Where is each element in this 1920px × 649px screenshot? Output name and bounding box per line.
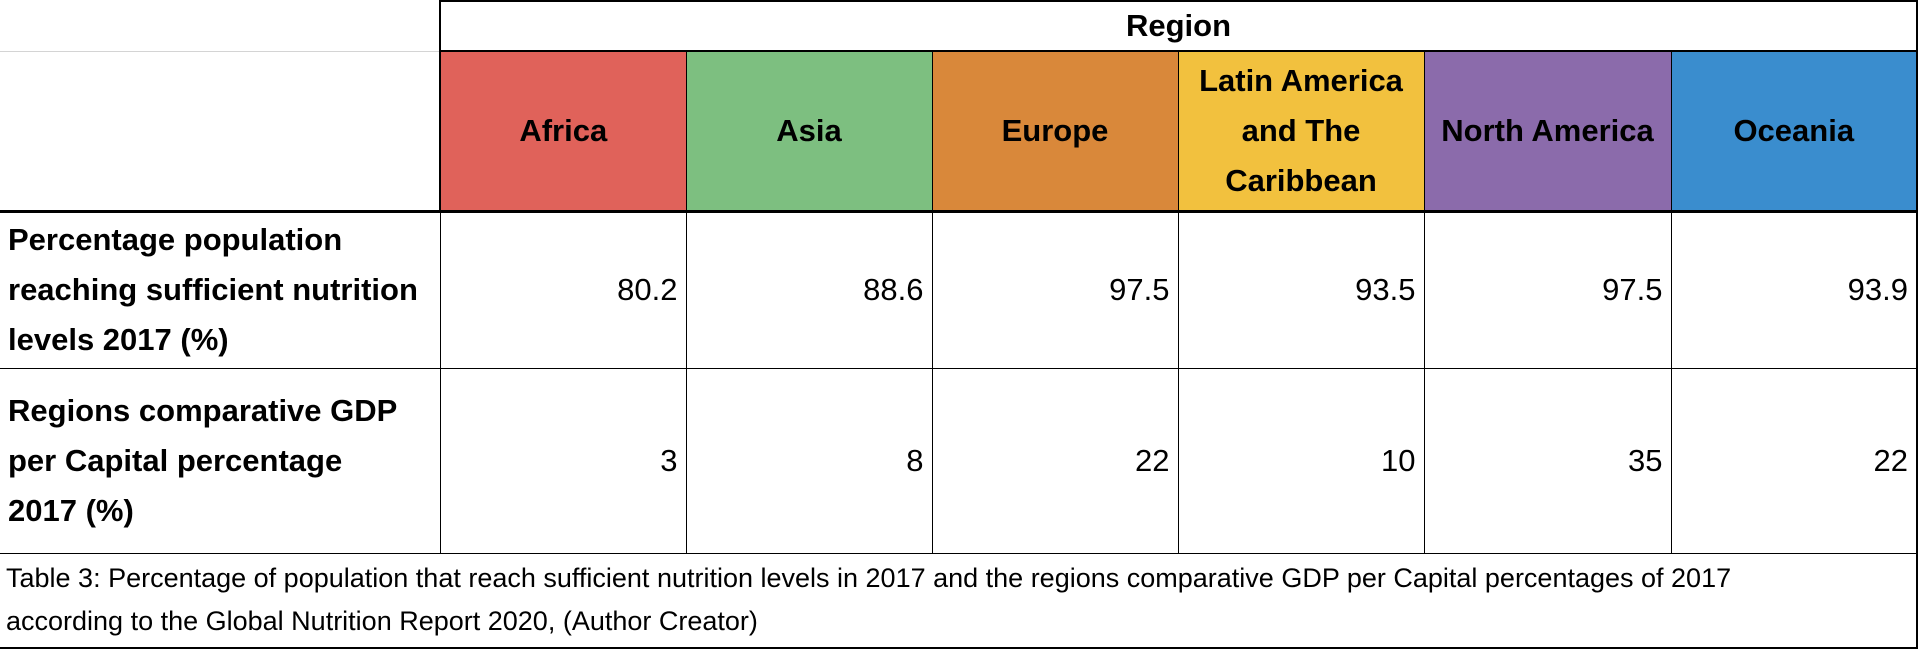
cell-gdp-africa: 3: [440, 368, 687, 554]
header-asia-text: Asia: [776, 112, 842, 148]
cell-nutrition-africa: 80.2: [440, 211, 687, 369]
table-row-nutrition: Percentage population reaching sufficien…: [0, 211, 1918, 369]
cell-gdp-asia: 8: [686, 368, 933, 554]
cell-nutrition-oceania: 93.9: [1671, 211, 1918, 369]
cell-nutrition-latin-america: 93.5: [1178, 211, 1425, 369]
header-latin-america-line-1: Latin America: [1199, 62, 1403, 98]
cell-gdp-latin-america: 10: [1178, 368, 1425, 554]
header-latin-america-line-2: and The: [1241, 112, 1361, 148]
header-latin-america-line-3: Caribbean: [1225, 162, 1377, 198]
table-row-gdp: Regions comparative GDP per Capital perc…: [0, 368, 1918, 554]
row-label-nutrition: Percentage population reaching sufficien…: [0, 211, 441, 369]
header-latin-america: Latin America and The Caribbean: [1177, 51, 1425, 213]
row-label-gdp-line-3: 2017 (%): [8, 492, 134, 528]
header-asia: Asia: [685, 51, 933, 213]
header-north-america: North America: [1423, 51, 1672, 213]
header-oceania-text: Oceania: [1733, 112, 1855, 148]
cell-nutrition-north-america: 97.5: [1424, 211, 1672, 369]
header-africa-text: Africa: [519, 112, 608, 148]
region-header-row: Africa Asia Europe Latin America and The…: [0, 51, 1918, 213]
region-group-header: Region: [440, 0, 1918, 52]
row-label-gdp: Regions comparative GDP per Capital perc…: [0, 368, 441, 554]
header-north-america-text: North America: [1441, 112, 1654, 148]
row-label-gdp-line-1: Regions comparative GDP: [8, 392, 398, 428]
header-europe: Europe: [931, 51, 1179, 213]
cell-nutrition-asia: 88.6: [686, 211, 933, 369]
cell-gdp-oceania: 22: [1671, 368, 1918, 554]
cell-nutrition-europe: 97.5: [932, 211, 1179, 369]
group-header-row: Region: [0, 0, 1918, 52]
cell-gdp-north-america: 35: [1424, 368, 1672, 554]
table-caption-line-1: Table 3: Percentage of population that r…: [6, 562, 1732, 593]
header-europe-text: Europe: [1001, 112, 1109, 148]
header-africa: Africa: [439, 51, 687, 213]
empty-header-cell: [0, 51, 441, 213]
row-label-nutrition-line-1: Percentage population: [8, 222, 343, 257]
cell-gdp-europe: 22: [932, 368, 1179, 554]
header-oceania: Oceania: [1670, 51, 1918, 213]
table-caption: Table 3: Percentage of population that r…: [0, 553, 1918, 649]
table-caption-line-2: according to the Global Nutrition Report…: [6, 605, 758, 636]
row-label-nutrition-line-3: levels 2017 (%): [8, 322, 229, 357]
empty-corner-cell: [0, 1, 441, 52]
caption-row: Table 3: Percentage of population that r…: [0, 553, 1918, 649]
row-label-gdp-line-2: per Capital percentage: [8, 442, 343, 478]
row-label-nutrition-line-2: reaching sufficient nutrition: [8, 272, 418, 307]
